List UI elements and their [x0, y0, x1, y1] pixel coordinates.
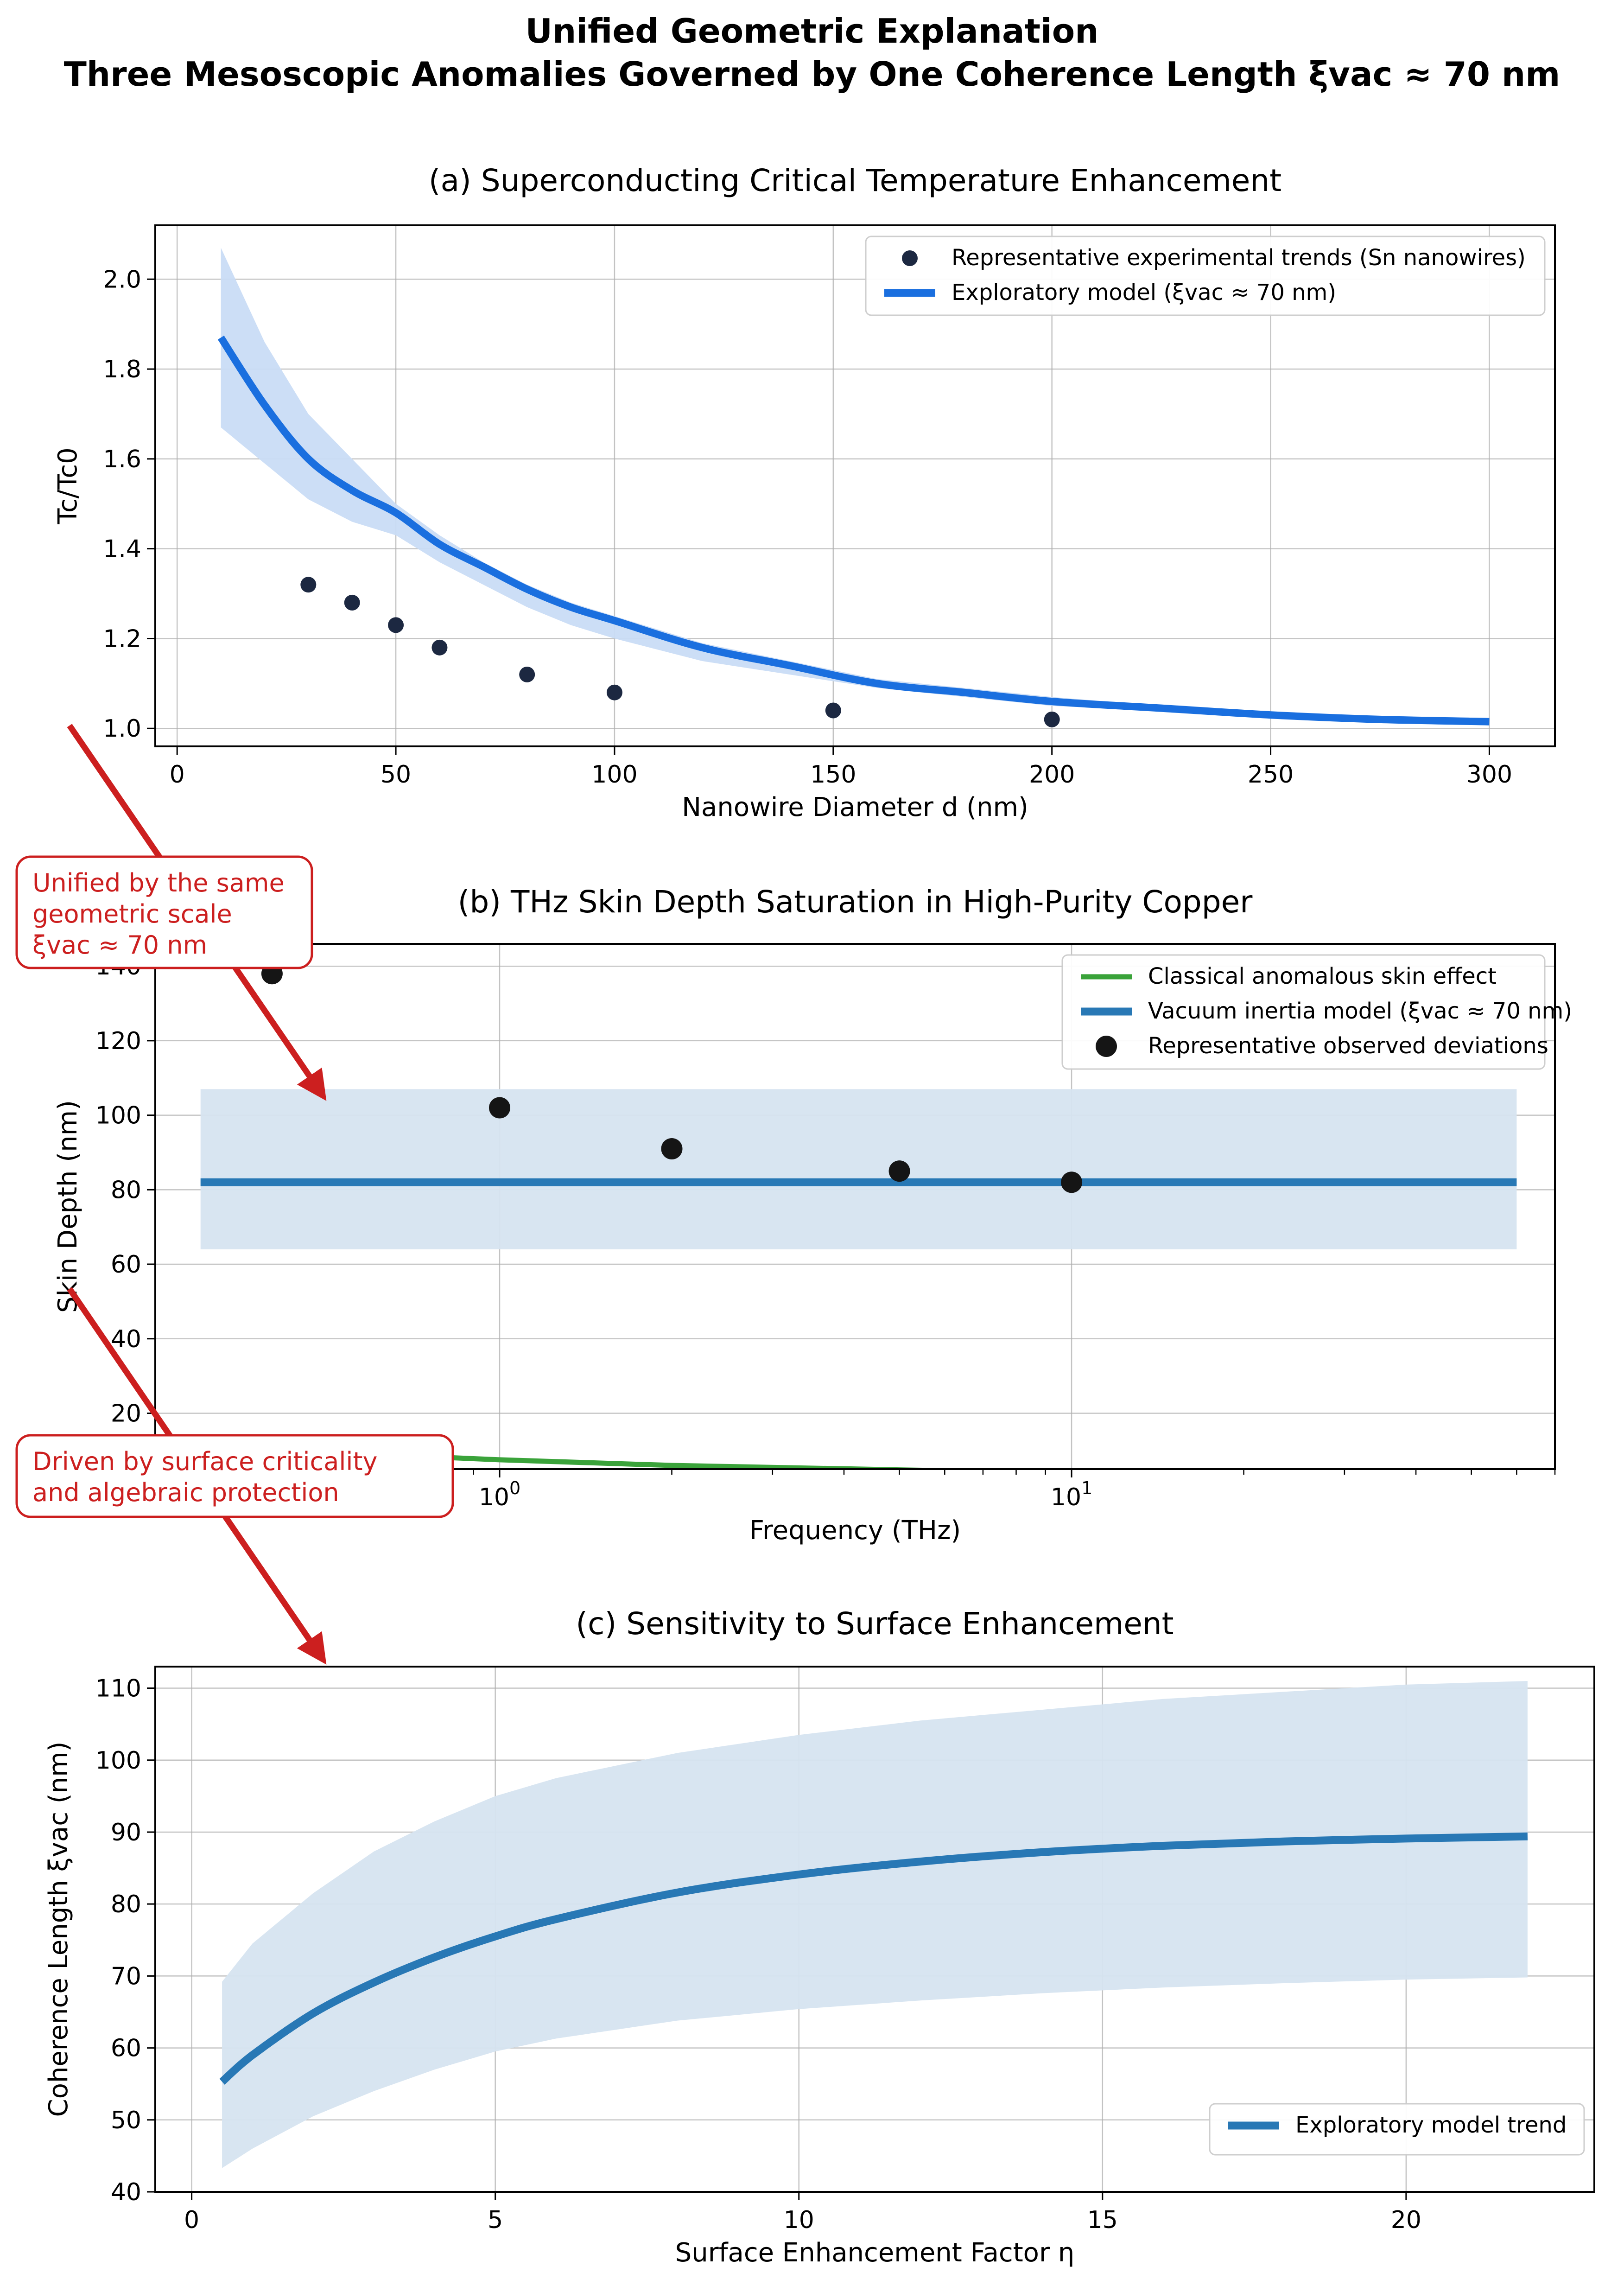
data-point: [431, 639, 448, 656]
data-point: [344, 594, 360, 611]
data-point: [519, 666, 535, 682]
y-tick-label: 80: [111, 1176, 141, 1204]
axes-frame: [154, 1666, 1595, 2193]
annotation-box-1: Unified by the same geometric scale ξvac…: [15, 855, 313, 969]
x-tick-label: 15: [1087, 2206, 1118, 2234]
data-point: [300, 577, 317, 593]
y-tick-label: 50: [111, 2107, 141, 2134]
y-tick-label: 90: [111, 1819, 141, 1846]
data-point: [661, 1138, 683, 1159]
legend: Exploratory model trend: [1209, 2103, 1585, 2156]
x-tick-label: 0: [184, 2206, 199, 2234]
annotation-1-line1: Unified by the same: [32, 868, 285, 898]
data-point: [1044, 711, 1060, 727]
data-point: [1061, 1171, 1083, 1193]
x-tick-label: 300: [1466, 761, 1512, 789]
y-tick-label: 60: [111, 2035, 141, 2063]
legend-entry-label: Vacuum inertia model (ξvac ≈ 70 nm): [1148, 998, 1572, 1024]
y-tick-label: 1.2: [103, 625, 141, 653]
uncertainty-band: [221, 248, 1490, 723]
x-tick-label: 100: [591, 761, 637, 789]
x-axis-label: Surface Enhancement Factor η: [675, 2238, 1075, 2268]
annotation-1-line2: geometric scale: [32, 899, 232, 929]
y-tick-label: 70: [111, 1962, 141, 1990]
data-point: [388, 617, 404, 633]
legend-entry-label: Exploratory model trend: [1295, 2112, 1567, 2138]
y-tick-label: 100: [95, 1102, 141, 1130]
x-axis-label: Nanowire Diameter d (nm): [682, 792, 1028, 822]
y-tick-label: 1.0: [103, 715, 141, 743]
uncertainty-band: [222, 1681, 1528, 2168]
annotation-box-2: Driven by surface criticality and algebr…: [15, 1434, 454, 1518]
legend-entry-label: Representative experimental trends (Sn n…: [952, 245, 1526, 271]
x-tick-label: 5: [488, 2206, 503, 2234]
y-tick-label: 1.6: [103, 446, 141, 473]
data-point: [488, 1097, 510, 1119]
figure-title-line1: Unified Geometric Explanation: [526, 12, 1099, 51]
series-line: [217, 335, 1490, 726]
annotation-1-line3: ξvac ≈ 70 nm: [32, 930, 207, 960]
figure-title-line2: Three Mesoscopic Anomalies Governed by O…: [64, 55, 1561, 94]
data-point: [825, 702, 841, 719]
legend-entry-label: Representative observed deviations: [1148, 1033, 1548, 1059]
x-axis-label: Frequency (THz): [749, 1515, 961, 1546]
panel-b-chart: (b) THz Skin Depth Saturation in High-Pu…: [53, 884, 1572, 1546]
plot-content: [200, 963, 1517, 1469]
panel-a-chart: (a) Superconducting Critical Temperature…: [53, 163, 1556, 822]
panel-title: (b) THz Skin Depth Saturation in High-Pu…: [458, 884, 1253, 920]
panel-c-chart: (c) Sensitivity to Surface Enhancement 0 5…: [44, 1606, 1595, 2268]
y-tick-label: 1.8: [103, 356, 141, 383]
x-tick-label: 50: [381, 761, 411, 789]
series-line: [219, 1832, 1528, 2085]
y-tick-label: 60: [111, 1251, 141, 1279]
panel-title: (c) Sensitivity to Surface Enhancement: [576, 1606, 1174, 1642]
y-tick-label: 100: [95, 1747, 141, 1775]
y-tick-label: 1.4: [103, 535, 141, 563]
legend-entry-label: Classical anomalous skin effect: [1148, 963, 1497, 989]
y-axis-label: Coherence Length ξvac (nm): [44, 1741, 74, 2117]
y-tick-label: 40: [111, 1325, 141, 1353]
y-tick-label: 2.0: [103, 266, 141, 293]
legend-marker: [1096, 1036, 1117, 1057]
legend-frame: [1209, 2103, 1585, 2156]
axes-frame: [154, 224, 1556, 747]
annotation-2-line1: Driven by surface criticality: [32, 1447, 377, 1476]
annotation-2-line2: and algebraic protection: [32, 1478, 339, 1507]
legend-marker: [902, 250, 918, 266]
plot-content: [219, 1681, 1528, 2168]
data-point: [888, 1160, 910, 1182]
legend: Classical anomalous skin effect Vacuum in…: [1061, 954, 1572, 1070]
y-tick-label: 20: [111, 1400, 141, 1427]
panel-title: (a) Superconducting Critical Temperature…: [429, 163, 1281, 198]
x-tick-label: 20: [1391, 2206, 1421, 2234]
y-axis-label: Skin Depth (nm): [53, 1100, 83, 1313]
x-tick-label: 10: [784, 2206, 814, 2234]
y-axis-label: Tc/Tc0: [53, 447, 83, 524]
y-tick-label: 120: [95, 1027, 141, 1055]
legend-frame: [1061, 954, 1546, 1070]
y-tick-label: 40: [111, 2178, 141, 2206]
legend-frame: [865, 236, 1546, 316]
x-tick-label: 200: [1029, 761, 1075, 789]
x-tick-label: 100: [479, 1478, 520, 1511]
plot-content: [217, 248, 1490, 727]
uncertainty-band: [200, 1089, 1517, 1249]
x-tick-label: 250: [1248, 761, 1294, 789]
y-tick-label: 110: [95, 1675, 141, 1703]
x-tick-label: 0: [170, 761, 185, 789]
x-tick-label: 101: [1051, 1478, 1092, 1511]
y-tick-label: 80: [111, 1891, 141, 1918]
legend-entry-label: Exploratory model (ξvac ≈ 70 nm): [952, 280, 1336, 306]
data-point: [606, 684, 622, 700]
legend: Representative experimental trends (Sn n…: [865, 236, 1546, 316]
axes-frame: [154, 943, 1556, 1470]
x-tick-label: 150: [810, 761, 856, 789]
